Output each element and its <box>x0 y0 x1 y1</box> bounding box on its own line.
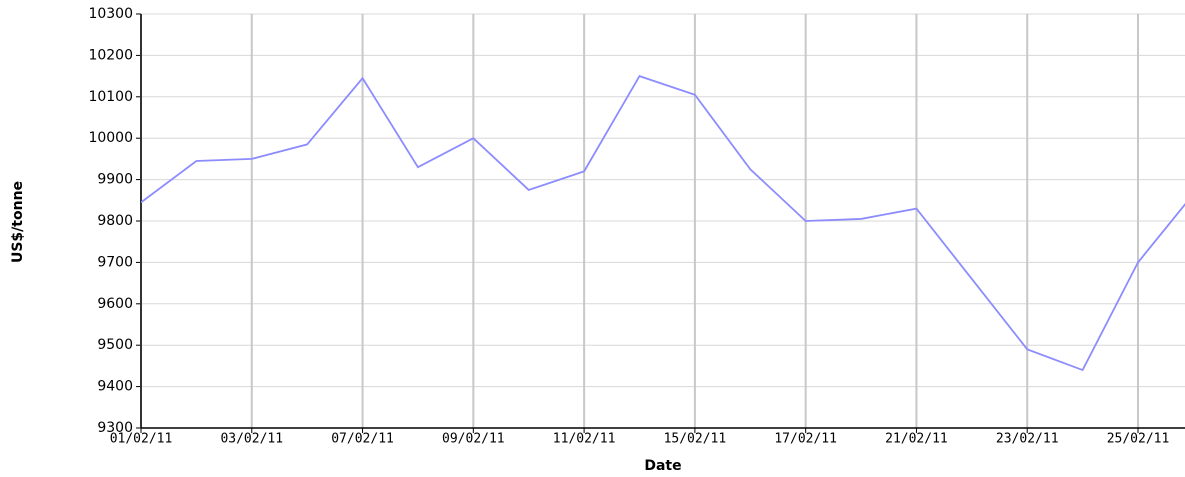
y-tick-label: 9700 <box>97 254 133 270</box>
x-tick-label: 23/02/11 <box>996 432 1059 447</box>
y-tick-label: 9900 <box>97 172 133 188</box>
x-tick-label: 25/02/11 <box>1107 432 1170 447</box>
x-tick-label: 01/02/11 <box>110 432 173 447</box>
y-tick-label: 10000 <box>88 130 133 146</box>
y-axis-title: US$/tonne <box>10 181 26 263</box>
data-line <box>141 75 1185 372</box>
y-tick-label: 10200 <box>88 47 133 63</box>
y-tick-label: 9500 <box>97 337 133 353</box>
y-tick-label: 10300 <box>88 6 133 22</box>
x-tick-label: 09/02/11 <box>442 432 505 447</box>
x-tick-label: 03/02/11 <box>220 432 283 447</box>
x-tick-label: 11/02/11 <box>553 432 616 447</box>
x-axis-title: Date <box>644 458 681 474</box>
y-tick-label: 9800 <box>97 213 133 229</box>
y-tick-label: 10100 <box>88 89 133 105</box>
y-tick-label: 9600 <box>97 296 133 312</box>
x-tick-label: 07/02/11 <box>331 432 394 447</box>
y-tick-label: 9400 <box>97 379 133 395</box>
x-tick-label: 15/02/11 <box>664 432 727 447</box>
x-tick-label: 21/02/11 <box>885 432 948 447</box>
y-tick-label: 9300 <box>97 420 133 436</box>
plot-area <box>141 75 1185 372</box>
x-tick-label: 17/02/11 <box>774 432 837 447</box>
